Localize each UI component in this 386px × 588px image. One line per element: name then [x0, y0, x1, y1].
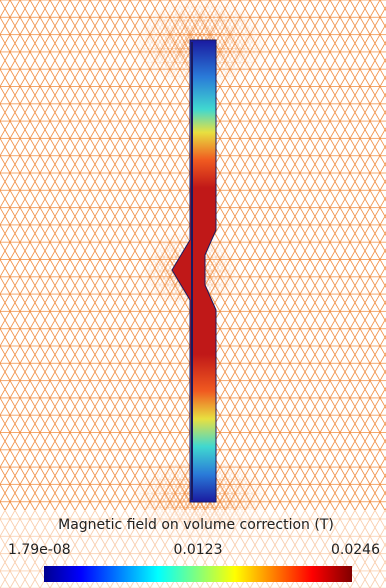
colorbar-title: Magnetic field on volume correction (T): [58, 517, 334, 533]
viewer: Magnetic field on volume correction (T) …: [0, 0, 386, 588]
colorbar-label: 1.79e-08: [8, 542, 71, 558]
colorbar: [44, 566, 352, 582]
colorbar-label: 0.0123: [174, 542, 223, 558]
colorbar-label: 0.0246: [331, 542, 380, 558]
scene: Magnetic field on volume correction (T) …: [0, 0, 386, 588]
